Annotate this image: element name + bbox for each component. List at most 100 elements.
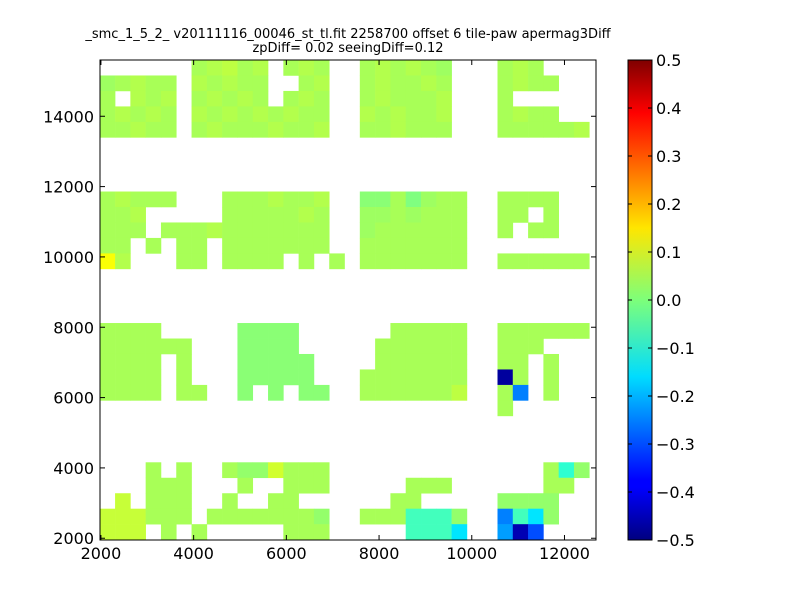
heatmap-cell-55 xyxy=(421,90,437,107)
heatmap-cell-128 xyxy=(512,191,529,208)
heatmap-cell-15 xyxy=(512,60,529,76)
heatmap-cell-314 xyxy=(497,400,514,417)
heatmap-cell-124 xyxy=(421,191,437,208)
heatmap-cell-2 xyxy=(222,60,238,76)
heatmap-cell-23 xyxy=(206,75,223,92)
heatmap-cell-109 xyxy=(115,191,131,208)
heatmap-cell-20 xyxy=(145,75,162,92)
heatmap-cell-90 xyxy=(237,121,254,138)
y-axis: 2000 4000 6000 8000 10000 12000 14000 xyxy=(43,107,596,548)
heatmap-cell-281 xyxy=(268,369,284,386)
heatmap-cell-224 xyxy=(283,323,299,339)
heatmap-cell-126 xyxy=(451,191,468,208)
heatmap-cell-110 xyxy=(130,191,146,208)
heatmap-cell-151 xyxy=(100,222,116,239)
heatmap-cell-95 xyxy=(313,121,330,138)
heatmap-cell-59 xyxy=(115,106,131,123)
heatmap-cell-39 xyxy=(100,90,116,107)
heatmap-cell-240 xyxy=(160,338,177,355)
heatmap-cell-367 xyxy=(375,508,391,525)
heatmap-cell-156 xyxy=(191,222,208,239)
heatmap-cell-322 xyxy=(298,462,315,479)
heatmap-cell-356 xyxy=(160,508,177,525)
heatmap-cell-162 xyxy=(283,222,299,239)
heatmap-cell-335 xyxy=(421,477,437,494)
heatmap-cell-174 xyxy=(543,222,559,239)
heatmap-cell-256 xyxy=(115,353,131,370)
heatmap-cell-297 xyxy=(145,384,162,401)
heatmap-cell-315 xyxy=(145,462,162,479)
heatmap-cell-35 xyxy=(497,75,514,92)
colorbar-axis: 0.5 0.4 0.3 0.2 0.1 0.0 −0.1 −0.2 −0.3 −0.4 −0.5 xyxy=(628,51,695,550)
heatmap-cell-144 xyxy=(405,206,422,223)
heatmap-cell-236 xyxy=(100,338,116,355)
heatmap-cell-129 xyxy=(528,191,544,208)
heatmap-cell-226 xyxy=(405,323,422,339)
heatmap-cell-132 xyxy=(115,206,131,223)
heatmap-cell-304 xyxy=(359,384,376,401)
heatmap-cell-121 xyxy=(375,191,391,208)
heatmap-cell-14 xyxy=(497,60,514,76)
heatmap-cell-30 xyxy=(375,75,391,92)
heatmap-cell-214 xyxy=(543,253,559,270)
heatmap-cell-206 xyxy=(390,253,407,270)
heatmap-cell-85 xyxy=(145,121,162,138)
heatmap-cell-358 xyxy=(206,508,223,525)
heatmap-cell-302 xyxy=(298,384,315,401)
heatmap-cell-47 xyxy=(252,90,269,107)
heatmap-cell-376 xyxy=(543,508,559,525)
heatmap-cell-218 xyxy=(115,323,131,339)
heatmap-cell-119 xyxy=(313,191,330,208)
heatmap-cell-155 xyxy=(176,222,192,239)
heatmap-cell-203 xyxy=(329,253,345,270)
heatmap-cell-175 xyxy=(100,237,116,254)
colorbar-tick-label-2: 0.3 xyxy=(656,147,681,166)
heatmap-cell-368 xyxy=(390,508,407,525)
heatmap-cell-27 xyxy=(298,75,315,92)
heatmap-cell-49 xyxy=(298,90,315,107)
heatmap-cell-113 xyxy=(222,191,238,208)
heatmap-cell-229 xyxy=(451,323,468,339)
heatmap-cell-323 xyxy=(313,462,330,479)
heatmap-cell-320 xyxy=(268,462,284,479)
heatmap-cell-61 xyxy=(145,106,162,123)
heatmap-cell-136 xyxy=(252,206,269,223)
heatmap-cell-145 xyxy=(421,206,437,223)
heatmap-cell-134 xyxy=(222,206,238,223)
heatmap-cell-42 xyxy=(160,90,177,107)
heatmap-cell-34 xyxy=(436,75,452,92)
heatmap-cell-107 xyxy=(573,121,590,138)
heatmap-cell-255 xyxy=(100,353,116,370)
x-axis: 2000 4000 6000 8000 10000 12000 xyxy=(81,60,590,563)
heatmap-cell-78 xyxy=(497,106,514,123)
heatmap-cell-239 xyxy=(145,338,162,355)
heatmap-cell-180 xyxy=(222,237,238,254)
heatmap-cell-43 xyxy=(191,90,208,107)
heatmap-cell-8 xyxy=(359,60,376,76)
heatmap-cell-316 xyxy=(176,462,192,479)
heatmap-cell-280 xyxy=(252,369,269,386)
heatmap-cell-207 xyxy=(405,253,422,270)
heatmap-cell-165 xyxy=(359,222,376,239)
heatmap-cell-284 xyxy=(359,369,376,386)
heatmap-cell-189 xyxy=(390,237,407,254)
heatmap-cell-201 xyxy=(268,253,284,270)
heatmap-cell-82 xyxy=(100,121,116,138)
heatmap-cell-318 xyxy=(237,462,254,479)
heatmap-cell-87 xyxy=(191,121,208,138)
heatmap-cell-22 xyxy=(191,75,208,92)
heatmap-cell-65 xyxy=(222,106,238,123)
heatmap-cell-71 xyxy=(313,106,330,123)
heatmap-cell-257 xyxy=(130,353,146,370)
heatmap-cell-148 xyxy=(497,206,514,223)
heatmap-cell-336 xyxy=(436,477,452,494)
heatmap-cell-344 xyxy=(268,493,284,509)
heatmap-cell-130 xyxy=(543,191,559,208)
heatmap-cell-28 xyxy=(313,75,330,92)
heatmap-cell-83 xyxy=(115,121,131,138)
heatmap-cell-346 xyxy=(390,493,407,509)
heatmap-cell-77 xyxy=(436,106,452,123)
heatmap-cell-178 xyxy=(176,237,192,254)
heatmap-cell-258 xyxy=(145,353,162,370)
heatmap-cell-40 xyxy=(130,90,146,107)
